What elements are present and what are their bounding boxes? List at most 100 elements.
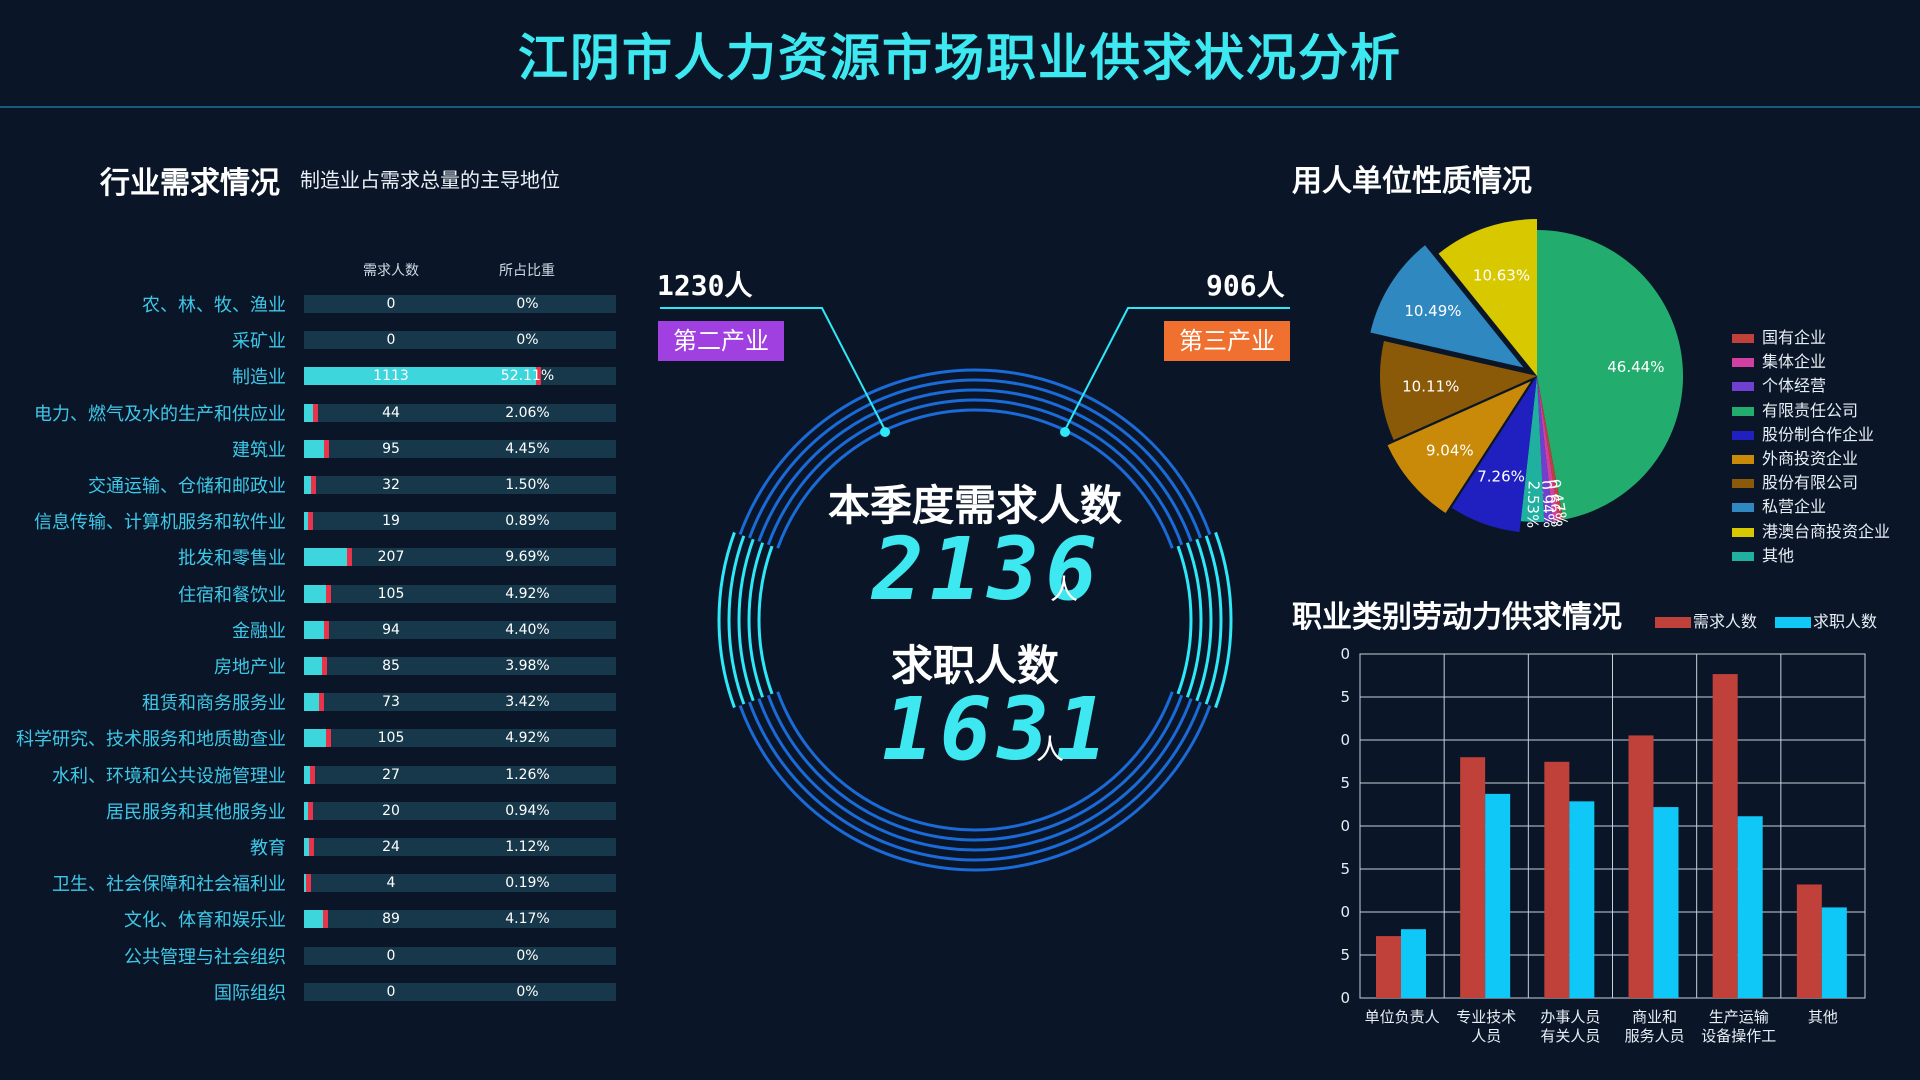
industry-count: 105 — [377, 585, 405, 602]
industry-pct: 4.40% — [505, 621, 550, 638]
industry-bar-track — [304, 331, 616, 350]
industry-count: 24 — [382, 839, 400, 855]
y-tick-label: 0 — [1340, 989, 1350, 1007]
ring-arc-right — [1214, 531, 1233, 709]
industry-count: 32 — [382, 477, 400, 493]
industry-count: 207 — [377, 549, 405, 566]
y-tick-label: 450 — [1340, 731, 1350, 749]
ring-arc-bottom — [738, 704, 1212, 872]
industry-bar-cap — [321, 657, 327, 675]
ring-arc-bottom — [776, 691, 1174, 832]
legend-swatch — [1732, 382, 1754, 392]
tertiary-industry-badge: 第三产业 — [1164, 321, 1290, 361]
bar-legend-item: 求职人数 — [1775, 608, 1877, 632]
bar-seek — [1653, 807, 1679, 998]
industry-bar-fill — [304, 910, 323, 929]
industry-bar-cap — [313, 403, 319, 422]
x-tick-label: 有关人员 — [1540, 1027, 1600, 1045]
ring-arc-bottom — [757, 698, 1193, 852]
bar-demand — [1712, 674, 1738, 998]
industry-count: 0 — [386, 983, 396, 1000]
ring-arc-left — [757, 545, 774, 695]
industry-bar-cap — [306, 874, 311, 893]
industry-label: 科学研究、技术服务和地质勘查业 — [16, 729, 286, 751]
bar-demand — [1796, 884, 1822, 998]
industry-label: 建筑业 — [232, 439, 286, 461]
industry-row: 交通运输、仓储和邮政业 32 1.50% — [0, 467, 620, 503]
industry-row: 信息传输、计算机服务和软件业 19 0.89% — [0, 503, 620, 539]
legend-label: 个体经营 — [1762, 376, 1827, 396]
industry-pct: 0% — [516, 296, 539, 312]
x-tick-label: 生产运输 — [1709, 1008, 1769, 1026]
ring-arc-top — [766, 398, 1184, 546]
legend-swatch — [1732, 551, 1754, 561]
industry-count: 0 — [386, 296, 396, 312]
industry-row: 农、林、牧、渔业 0 0% — [0, 286, 620, 322]
industry-bar-cap — [536, 367, 542, 386]
industry-bar-fill — [304, 801, 309, 820]
industry-bar-cap — [319, 693, 325, 712]
industry-bar-fill — [304, 838, 309, 856]
pie-slice-label: 10.49% — [1404, 302, 1461, 320]
industry-bar-cap — [307, 512, 313, 531]
industry-section-title: 行业需求情况 — [100, 166, 280, 201]
industry-row: 采矿业 0 0% — [0, 322, 620, 358]
legend-swatch — [1655, 617, 1691, 628]
industry-bar-cap — [322, 910, 328, 929]
industry-count: 94 — [382, 621, 400, 638]
industry-bar-track — [304, 403, 616, 422]
industry-bar-track — [304, 946, 616, 965]
industry-label: 交通运输、仓储和邮政业 — [88, 476, 286, 497]
ring-arc-left — [737, 538, 755, 702]
legend-swatch — [1732, 527, 1754, 537]
pie-legend-item: 国有企业 — [1732, 324, 1826, 348]
pie-legend-item: 集体企业 — [1732, 348, 1826, 372]
industry-count: 1113 — [373, 368, 409, 385]
industry-label: 教育 — [250, 838, 286, 859]
industry-label: 信息传输、计算机服务和软件业 — [34, 512, 286, 534]
legend-swatch — [1732, 430, 1754, 440]
industry-row: 教育 24 1.12% — [0, 829, 620, 865]
pie-slice-label: 9.04% — [1426, 442, 1474, 460]
industry-bar-track — [304, 548, 616, 567]
bar-demand — [1544, 761, 1570, 998]
industry-pct: 1.26% — [505, 766, 550, 783]
bar-demand — [1460, 757, 1486, 998]
y-tick-label: 225 — [1340, 860, 1350, 878]
industry-bar-track — [304, 801, 616, 820]
industry-bar-fill — [304, 367, 537, 386]
industry-bar-track — [304, 295, 616, 313]
industry-bar-fill — [304, 512, 308, 531]
industry-pct: 3.98% — [505, 658, 550, 674]
industry-row: 卫生、社会保障和社会福利业 4 0.19% — [0, 865, 620, 901]
pie-slice — [1380, 341, 1537, 441]
ring-arc-left — [717, 531, 736, 709]
legend-label: 港澳台商投资企业 — [1762, 521, 1891, 541]
industry-pct: 3.42% — [505, 694, 550, 711]
pie-slice — [1438, 219, 1537, 376]
industry-row: 住宿和餐饮业 105 4.92% — [0, 576, 620, 612]
bar-demand — [1628, 735, 1654, 998]
x-tick-label: 单位负责人 — [1365, 1008, 1440, 1026]
ring-arc-right — [1185, 542, 1203, 698]
ring-arc-top — [738, 368, 1212, 536]
x-tick-label: 办事人员 — [1540, 1008, 1600, 1026]
industry-pct: 4.17% — [505, 911, 550, 928]
industry-bar-track — [304, 765, 616, 784]
pie-slice — [1370, 245, 1524, 368]
industry-row: 制造业 1113 52.11% — [0, 358, 620, 394]
industry-row: 电力、燃气及水的生产和供应业 44 2.06% — [0, 395, 620, 431]
legend-label: 私营企业 — [1762, 497, 1827, 517]
legend-label: 集体企业 — [1762, 352, 1827, 372]
industry-bar-track — [304, 439, 616, 458]
industry-pct: 0.94% — [505, 802, 550, 819]
industry-label: 公共管理与社会组织 — [124, 946, 286, 968]
industry-bar-fill — [304, 548, 348, 567]
industry-label: 文化、体育和娱乐业 — [124, 910, 286, 932]
bar-legend-item: 需求人数 — [1655, 608, 1757, 632]
legend-label: 股份有限公司 — [1762, 473, 1859, 493]
industry-label: 农、林、牧、渔业 — [142, 295, 286, 316]
industry-label: 制造业 — [232, 367, 286, 389]
seek-value: 1631 — [882, 680, 1114, 780]
x-tick-label: 人员 — [1471, 1027, 1501, 1045]
